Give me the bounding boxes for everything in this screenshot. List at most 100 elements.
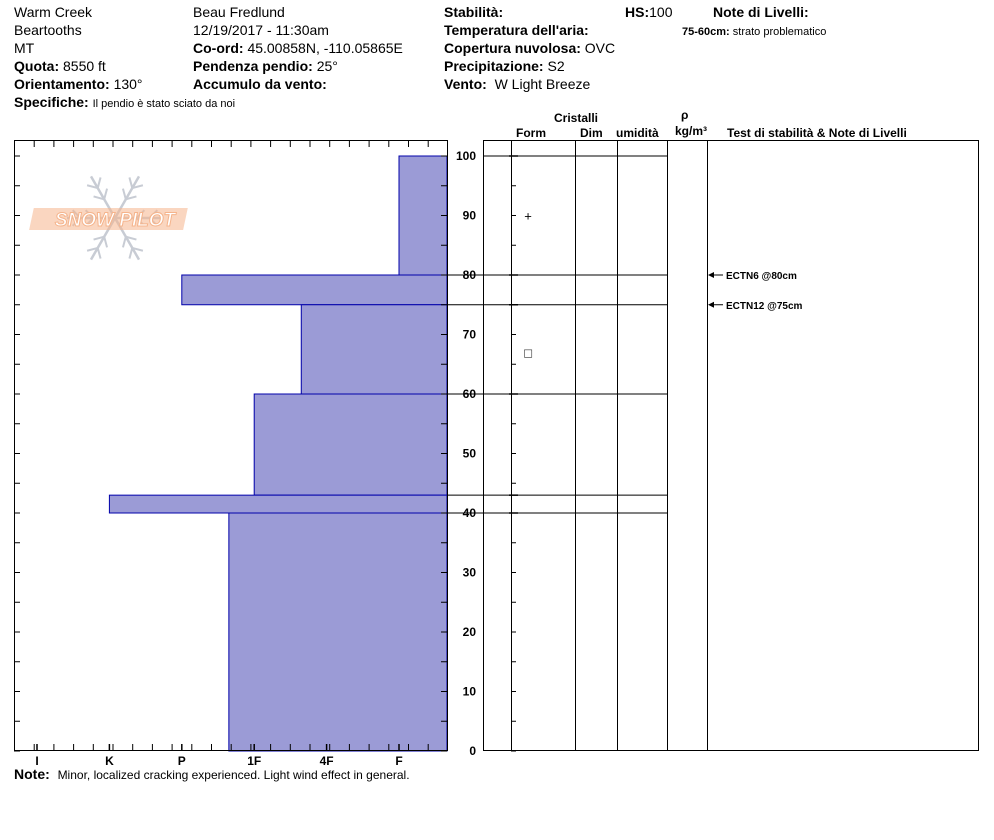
hardness-profile (108, 155, 448, 752)
cloud-cover: Copertura nuvolosa: OVC (444, 40, 615, 57)
datetime: 12/19/2017 - 11:30am (193, 22, 329, 38)
aspect-label: Orientamento: (14, 76, 110, 92)
coords-value: 45.00858N, -110.05865E (247, 40, 403, 56)
note-label: Note: (14, 766, 50, 782)
hardness-tick-label: F (395, 754, 402, 768)
elevation-value: 8550 ft (63, 58, 106, 74)
hardness-bar (108, 494, 448, 514)
snowflake-branch (132, 246, 144, 252)
wind: Vento: W Light Breeze (444, 76, 590, 93)
snowflake-branch (103, 188, 109, 200)
snowflake-branch (121, 188, 127, 200)
aspect: Orientamento: 130° (14, 76, 143, 93)
wind-loading: Accumulo da vento: (193, 76, 327, 93)
location-name: Warm Creek (14, 4, 93, 20)
elevation-label: Quota: (14, 58, 60, 74)
snowflake-branch (132, 184, 144, 190)
depth-tick-label: 30 (463, 566, 477, 580)
hardness-bar (398, 155, 448, 276)
snowflake-branch (86, 246, 98, 252)
hardness-tick-label: 4F (320, 754, 334, 768)
snowflake-branch (121, 236, 127, 248)
crystal-symbols: +□ (524, 209, 532, 361)
depth-tick-label: 50 (463, 447, 477, 461)
precip-label: Precipitazione: (444, 58, 544, 74)
hardness-tick-label: 1F (247, 754, 261, 768)
snowflake-branch (128, 247, 134, 259)
footer-note: Note: Minor, localized cracking experien… (14, 766, 410, 784)
hardness-bar (228, 512, 448, 752)
specifics-label: Specifiche: (14, 94, 89, 110)
air-temp-label: Temperatura dell'aria: (444, 22, 589, 38)
test-label: ECTN6 @80cm (726, 271, 797, 282)
snowflake-branch (103, 236, 109, 248)
depth-tick-label: 0 (469, 744, 476, 758)
coords: Co-ord: 45.00858N, -110.05865E (193, 40, 403, 57)
wind-value: W Light Breeze (494, 76, 591, 92)
hardness-bar (253, 393, 448, 496)
snowflake-branch (125, 195, 137, 201)
snowflake-branch (93, 235, 105, 241)
snowflake-branch (93, 195, 105, 201)
test-label: ECTN12 @75cm (726, 301, 803, 312)
snowflake-branch (86, 184, 98, 190)
depth-tick-label: 70 (463, 328, 477, 342)
specifics: Specifiche: Il pendio è stato sciato da … (14, 94, 235, 113)
moisture-header: umidità (616, 126, 659, 140)
crystals-header: Cristalli (554, 111, 599, 125)
hardness-axis: I K P 1F 4F F (14, 140, 429, 768)
elevation: Quota: 8550 ft (14, 58, 106, 75)
snowflake-branch (128, 177, 134, 189)
stability-tests: ECTN6 @80cm ECTN12 @75cm (708, 271, 803, 312)
hardness-bar (300, 304, 448, 395)
specifics-value: Il pendio è stato sciato da noi (92, 98, 236, 110)
test-arrow-head (708, 301, 714, 308)
form-header: Form (516, 126, 546, 140)
test-arrow-head (708, 272, 714, 278)
hs-value: 100 (649, 4, 673, 20)
snowflake-branch (125, 235, 137, 241)
depth-tick-label: 100 (456, 149, 476, 163)
depth-tick-label: 90 (463, 209, 477, 223)
slope: Pendenza pendio: 25° (193, 58, 338, 75)
slope-value: 25° (316, 58, 338, 74)
wind-loading-label: Accumulo da vento: (193, 76, 327, 92)
grain-form-symbol: □ (524, 345, 532, 360)
table-frame (483, 140, 979, 751)
note-text: Minor, localized cracking experienced. L… (57, 768, 410, 782)
aspect-value: 130° (113, 76, 143, 92)
layer-note-depth: 75-60cm: (682, 26, 730, 38)
layer-note: 75-60cm: strato problematico (682, 24, 826, 41)
logo-banner (29, 208, 188, 230)
snowflake-branch (96, 177, 102, 189)
precipitation: Precipitazione: S2 (444, 58, 565, 75)
depth-tick-label: 10 (463, 685, 477, 699)
hs-label: HS: (625, 4, 650, 20)
hardness-tick-label: I (35, 754, 38, 768)
hardness-bar (181, 274, 448, 306)
layer-notes-label: Note di Livelli: (713, 4, 809, 20)
precip-value: S2 (547, 58, 565, 74)
snowflake-branch (96, 247, 102, 259)
layer-note-text: strato problematico (732, 26, 827, 38)
density-unit-header: kg/m³ (675, 124, 708, 138)
depth-tick-label: 20 (463, 625, 477, 639)
snowpilot-logo: SNOW PILOT (29, 175, 188, 261)
grain-form-symbol: + (524, 209, 532, 224)
layer-table (447, 140, 979, 752)
hardness-tick-label: P (178, 754, 186, 768)
tests-header: Test di stabilità & Note di Livelli (727, 126, 907, 140)
state: MT (14, 40, 35, 56)
mountain-range: Beartooths (14, 22, 82, 38)
slope-label: Pendenza pendio: (193, 58, 313, 74)
wind-label: Vento: (444, 76, 487, 92)
cloud-value: OVC (584, 40, 616, 56)
snow-height: HS:100 (625, 4, 672, 21)
rho-header: ρ (681, 108, 689, 122)
coords-label: Co-ord: (193, 40, 244, 56)
dim-header: Dim (580, 126, 603, 140)
logo-text: SNOW PILOT (55, 210, 177, 231)
stability-label: Stabilità: (444, 4, 504, 20)
observer: Beau Fredlund (193, 4, 285, 20)
